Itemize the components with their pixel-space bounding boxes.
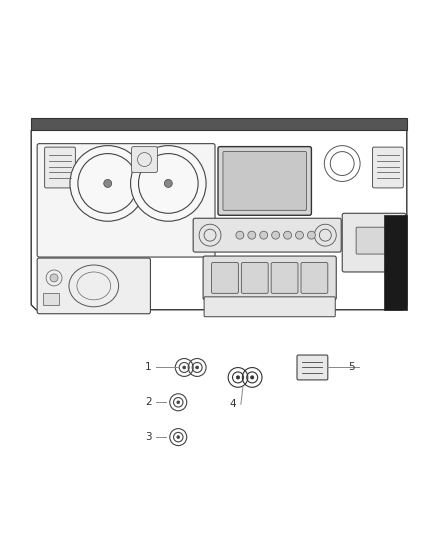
Circle shape: [183, 366, 186, 369]
FancyBboxPatch shape: [356, 227, 393, 254]
Circle shape: [251, 376, 254, 379]
Circle shape: [70, 146, 145, 221]
FancyBboxPatch shape: [37, 144, 215, 257]
Text: 4: 4: [230, 399, 236, 409]
FancyBboxPatch shape: [301, 263, 328, 293]
Text: 3: 3: [145, 432, 152, 442]
FancyBboxPatch shape: [131, 147, 157, 173]
FancyBboxPatch shape: [223, 151, 307, 211]
FancyBboxPatch shape: [342, 213, 406, 272]
FancyBboxPatch shape: [203, 256, 336, 300]
FancyBboxPatch shape: [373, 147, 403, 188]
FancyBboxPatch shape: [37, 258, 150, 314]
Circle shape: [296, 231, 304, 239]
FancyBboxPatch shape: [218, 147, 311, 215]
FancyBboxPatch shape: [212, 263, 238, 293]
FancyBboxPatch shape: [45, 147, 75, 188]
Text: 5: 5: [348, 362, 354, 373]
Circle shape: [131, 146, 206, 221]
Polygon shape: [384, 215, 407, 310]
FancyBboxPatch shape: [204, 297, 335, 317]
FancyBboxPatch shape: [297, 355, 328, 380]
Bar: [31, 118, 407, 130]
Circle shape: [237, 376, 240, 379]
Circle shape: [196, 366, 198, 369]
Circle shape: [260, 231, 268, 239]
Circle shape: [307, 231, 315, 239]
Circle shape: [272, 231, 279, 239]
Circle shape: [283, 231, 292, 239]
Circle shape: [177, 435, 180, 439]
Circle shape: [104, 180, 112, 188]
Circle shape: [50, 274, 58, 282]
Circle shape: [164, 180, 172, 188]
Text: 2: 2: [145, 397, 152, 407]
Circle shape: [177, 401, 180, 403]
FancyBboxPatch shape: [193, 218, 341, 252]
Circle shape: [236, 231, 244, 239]
FancyBboxPatch shape: [271, 263, 298, 293]
Bar: [43, 293, 59, 305]
Circle shape: [248, 231, 256, 239]
Polygon shape: [31, 126, 407, 310]
Text: 1: 1: [145, 362, 152, 373]
FancyBboxPatch shape: [241, 263, 268, 293]
